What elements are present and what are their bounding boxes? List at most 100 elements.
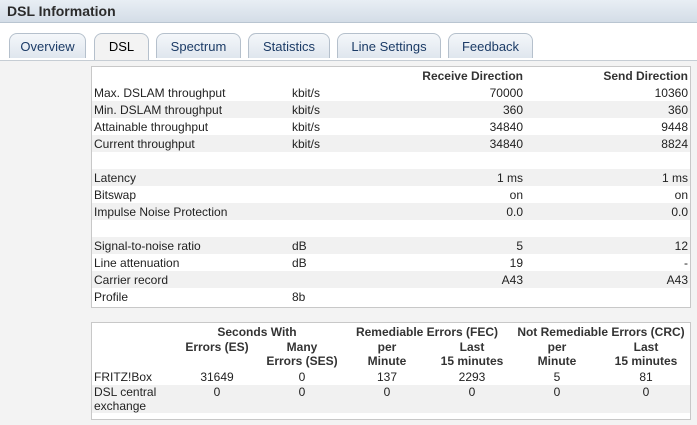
row-label: DSL central exchange — [92, 385, 172, 413]
fec-header: Remediable Errors (FEC) — [355, 324, 499, 339]
unit-cell — [290, 271, 390, 288]
send-value — [525, 152, 690, 169]
tab-line-settings[interactable]: Line Settings — [337, 33, 441, 58]
receive-value: 34840 — [489, 119, 523, 134]
table-row: Carrier record A43 A43 — [92, 271, 690, 288]
table-row: Line attenuation dB 19 - — [92, 254, 690, 271]
send-value: 0.0 — [525, 203, 690, 220]
send-value: on — [674, 187, 688, 202]
receive-value — [390, 152, 525, 169]
row-label: Max. DSLAM throughput — [94, 85, 226, 100]
row-label: Signal-to-noise ratio — [92, 237, 290, 254]
receive-value: 34840 — [390, 135, 525, 152]
tab-dsl[interactable]: DSL — [94, 33, 149, 60]
row-label: Bitswap — [94, 187, 137, 202]
es-header: Errors (ES) — [185, 340, 249, 354]
unit-cell — [290, 203, 390, 220]
ses-value: 0 — [298, 369, 306, 384]
unit-cell: kbit/s — [292, 85, 321, 100]
send-value: 9448 — [661, 119, 688, 134]
receive-value: on — [509, 187, 523, 202]
send-value: 360 — [525, 101, 690, 118]
content-area: Receive Direction Send Direction Max. DS… — [0, 61, 697, 425]
unit-cell — [290, 220, 390, 237]
fec-per-minute-header: per Minute — [367, 340, 407, 368]
unit-cell: dB — [290, 237, 390, 254]
ses-value: 0 — [262, 385, 342, 413]
line-info-panel: Receive Direction Send Direction Max. DS… — [91, 66, 691, 308]
unit-cell — [290, 186, 390, 203]
table-row: FRITZ!Box 31649 0 137 2293 5 81 — [92, 368, 690, 385]
receive-value: 70000 — [489, 85, 523, 100]
send-value: 12 — [525, 237, 690, 254]
crc-header: Not Remediable Errors (CRC) — [517, 324, 685, 339]
es-value: 31649 — [200, 369, 234, 384]
row-label: Profile — [94, 289, 129, 304]
seconds-with-header: Seconds With — [217, 324, 297, 339]
row-label: FRITZ!Box — [94, 369, 153, 384]
crc-last15-value: 0 — [602, 385, 690, 413]
unit-cell — [290, 169, 390, 186]
row-label: Current throughput — [92, 135, 290, 152]
row-label: Impulse Noise Protection — [92, 203, 290, 220]
receive-value: 360 — [390, 101, 525, 118]
row-label — [92, 152, 290, 169]
tab-feedback[interactable]: Feedback — [448, 33, 533, 58]
error-stats-table: Seconds With Remediable Errors (FEC) Not… — [92, 323, 690, 413]
crc-last15-header: Last 15 minutes — [614, 340, 678, 368]
unit-cell: 8b — [292, 289, 306, 304]
send-direction-header: Send Direction — [603, 68, 688, 83]
fec-per-minute-value: 0 — [342, 385, 432, 413]
row-label: Attainable throughput — [94, 119, 209, 134]
unit-cell: kbit/s — [292, 119, 321, 134]
table-row: Signal-to-noise ratio dB 5 12 — [92, 237, 690, 254]
error-stats-panel: Seconds With Remediable Errors (FEC) Not… — [91, 322, 691, 420]
row-label: Line attenuation — [94, 255, 180, 270]
crc-per-minute-value: 0 — [512, 385, 602, 413]
send-value: - — [684, 255, 688, 270]
send-value — [525, 288, 690, 305]
send-value — [525, 220, 690, 237]
row-label: Min. DSLAM throughput — [92, 101, 290, 118]
tab-statistics[interactable]: Statistics — [248, 33, 330, 58]
page-title: DSL Information — [7, 3, 116, 19]
table-row: Bitswap on on — [92, 186, 690, 203]
table-row: Attainable throughput kbit/s 34840 9448 — [92, 118, 690, 135]
table-row: DSL central exchange 0 0 0 0 0 0 — [92, 385, 690, 413]
crc-per-minute-header: per Minute — [537, 340, 577, 368]
tab-overview[interactable]: Overview — [9, 33, 86, 58]
receive-value — [390, 288, 525, 305]
unit-cell: dB — [292, 255, 307, 270]
tab-bar: Overview DSL Spectrum Statistics Line Se… — [0, 23, 697, 61]
crc-per-minute-value: 5 — [553, 369, 561, 384]
receive-value: 19 — [509, 255, 523, 270]
table-row: Min. DSLAM throughput kbit/s 360 360 — [92, 101, 690, 118]
fec-last15-header: Last 15 minutes — [440, 340, 504, 368]
fec-per-minute-value: 137 — [376, 369, 398, 384]
line-info-table: Receive Direction Send Direction Max. DS… — [92, 67, 690, 305]
table-row: Profile 8b — [92, 288, 690, 305]
es-value: 0 — [172, 385, 262, 413]
table-row — [92, 220, 690, 237]
send-value: A43 — [525, 271, 690, 288]
table-row: Current throughput kbit/s 34840 8824 — [92, 135, 690, 152]
row-label: Carrier record — [92, 271, 290, 288]
send-value: 1 ms — [525, 169, 690, 186]
crc-last15-value: 81 — [639, 369, 653, 384]
unit-cell: kbit/s — [290, 101, 390, 118]
receive-value: 0.0 — [390, 203, 525, 220]
ses-header: Many Errors (SES) — [266, 340, 338, 368]
row-label — [92, 220, 290, 237]
title-bar: DSL Information — [0, 0, 697, 23]
unit-cell — [290, 152, 390, 169]
receive-direction-header: Receive Direction — [422, 68, 523, 83]
table-row: Max. DSLAM throughput kbit/s 70000 10360 — [92, 84, 690, 101]
fec-last15-value: 2293 — [458, 369, 486, 384]
table-row — [92, 152, 690, 169]
table-header-row: Receive Direction Send Direction — [92, 67, 690, 84]
receive-value: A43 — [390, 271, 525, 288]
receive-value — [390, 220, 525, 237]
receive-value: 1 ms — [390, 169, 525, 186]
receive-value: 5 — [390, 237, 525, 254]
tab-spectrum[interactable]: Spectrum — [156, 33, 241, 58]
